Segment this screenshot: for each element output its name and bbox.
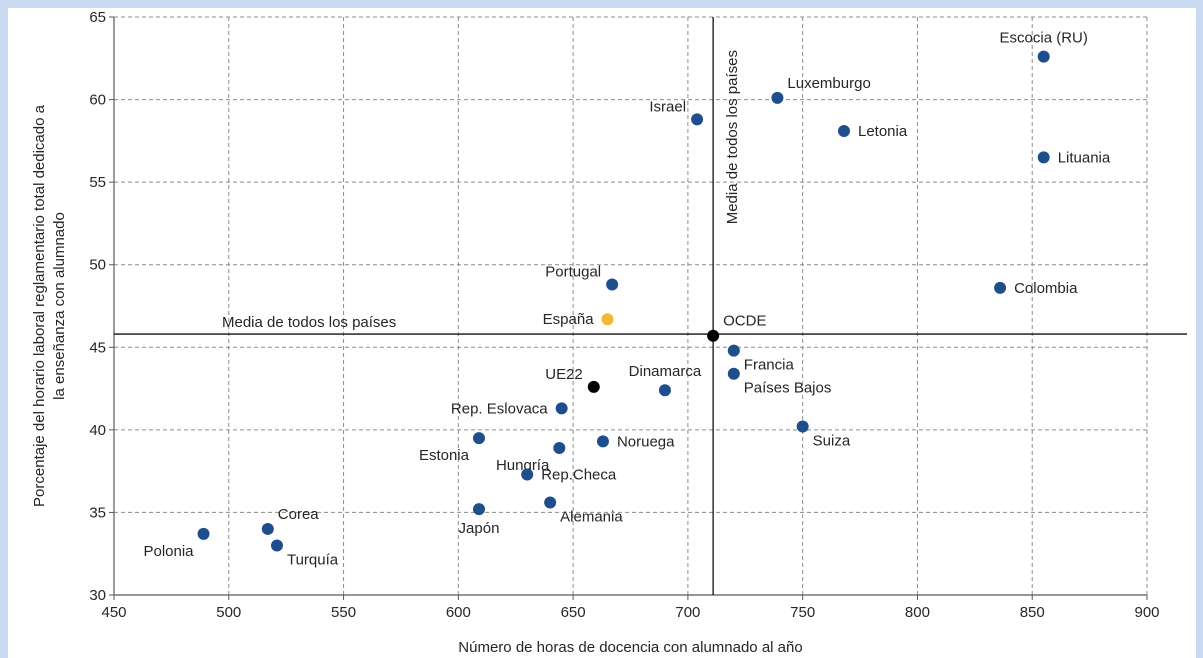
x-tick-label: 600 xyxy=(446,604,471,621)
scatter-chart: 450 500 550 600 650 700 750 800 850 900 30 35 40 45 50… xyxy=(31,9,1187,656)
point-alemania xyxy=(544,496,557,509)
point-suiza xyxy=(796,420,809,433)
point-label-polonia: Polonia xyxy=(143,543,194,560)
y-tick-label: 65 xyxy=(89,9,106,26)
point-japon xyxy=(472,503,485,516)
point-portugal xyxy=(606,278,619,291)
point-label-lituania: Lituania xyxy=(1058,149,1111,166)
y-tick-label: 35 xyxy=(89,504,106,521)
x-tick-label: 500 xyxy=(216,604,241,621)
point-label-rep-eslovaca: Rep. Eslovaca xyxy=(451,400,548,417)
point-label-letonia: Letonia xyxy=(858,123,908,140)
y-axis-title-line1: Porcentaje del horario laboral reglament… xyxy=(31,104,48,507)
y-axis-title-line2: la enseñanza con alumnado xyxy=(51,212,68,400)
point-espana xyxy=(601,313,614,326)
point-label-dinamarca: Dinamarca xyxy=(629,363,702,380)
x-tick-label: 850 xyxy=(1020,604,1045,621)
x-tick-label: 800 xyxy=(905,604,930,621)
x-tick-label: 900 xyxy=(1134,604,1159,621)
point-label-luxemburgo: Luxemburgo xyxy=(787,75,870,92)
point-label-ocde: OCDE xyxy=(723,313,766,330)
x-axis-title: Número de horas de docencia con alumnado… xyxy=(458,639,802,656)
point-label-francia: Francia xyxy=(744,357,795,374)
point-paises-bajos xyxy=(727,367,740,380)
point-ue22 xyxy=(587,380,600,393)
point-label-israel: Israel xyxy=(649,98,686,115)
mean-vertical-label: Media de todos los países xyxy=(724,50,741,224)
point-rep-checa xyxy=(521,468,534,481)
point-label-turquia: Turquía xyxy=(287,551,339,568)
point-label-hungria: Hungría xyxy=(496,457,550,474)
point-label-noruega: Noruega xyxy=(617,433,675,450)
point-corea xyxy=(261,522,274,535)
x-tick-label: 550 xyxy=(331,604,356,621)
point-label-rep-checa: Rep.Checa xyxy=(541,466,617,483)
x-tick-label: 650 xyxy=(561,604,586,621)
point-label-paises-bajos: Países Bajos xyxy=(744,380,832,397)
point-letonia xyxy=(837,124,850,137)
x-tick-label: 450 xyxy=(101,604,126,621)
y-tick-label: 60 xyxy=(89,92,106,109)
point-escocia-ru xyxy=(1037,50,1050,63)
y-tick-label: 55 xyxy=(89,174,106,191)
point-luxemburgo xyxy=(771,91,784,104)
point-label-colombia: Colombia xyxy=(1014,280,1078,297)
point-label-espana: España xyxy=(543,311,595,328)
point-label-portugal: Portugal xyxy=(545,264,601,281)
point-noruega xyxy=(596,435,609,448)
point-hungria xyxy=(553,442,566,455)
point-label-corea: Corea xyxy=(278,506,320,523)
point-israel xyxy=(691,113,704,126)
y-tick-label: 30 xyxy=(89,587,106,604)
mean-horizontal-label: Media de todos los países xyxy=(222,314,396,331)
point-francia xyxy=(727,344,740,357)
point-label-ue22: UE22 xyxy=(545,366,583,383)
point-colombia xyxy=(994,281,1007,294)
y-tick-label: 50 xyxy=(89,257,106,274)
point-label-escocia-ru: Escocia (RU) xyxy=(1000,30,1088,47)
point-label-japon: Japón xyxy=(459,520,500,537)
point-estonia xyxy=(472,432,485,445)
point-turquia xyxy=(270,539,283,552)
x-tick-label: 700 xyxy=(675,604,700,621)
point-ocde xyxy=(707,329,720,342)
point-label-alemania: Alemania xyxy=(560,509,623,526)
y-tick-label: 40 xyxy=(89,422,106,439)
chart-frame: 450 500 550 600 650 700 750 800 850 900 30 35 40 45 50… xyxy=(8,8,1196,658)
point-dinamarca xyxy=(658,384,671,397)
x-tick-label: 750 xyxy=(790,604,815,621)
point-rep-eslovaca xyxy=(555,402,568,415)
point-polonia xyxy=(197,527,210,540)
point-lituania xyxy=(1037,151,1050,164)
y-tick-label: 45 xyxy=(89,339,106,356)
point-label-estonia: Estonia xyxy=(419,447,470,464)
point-label-suiza: Suiza xyxy=(813,433,851,450)
